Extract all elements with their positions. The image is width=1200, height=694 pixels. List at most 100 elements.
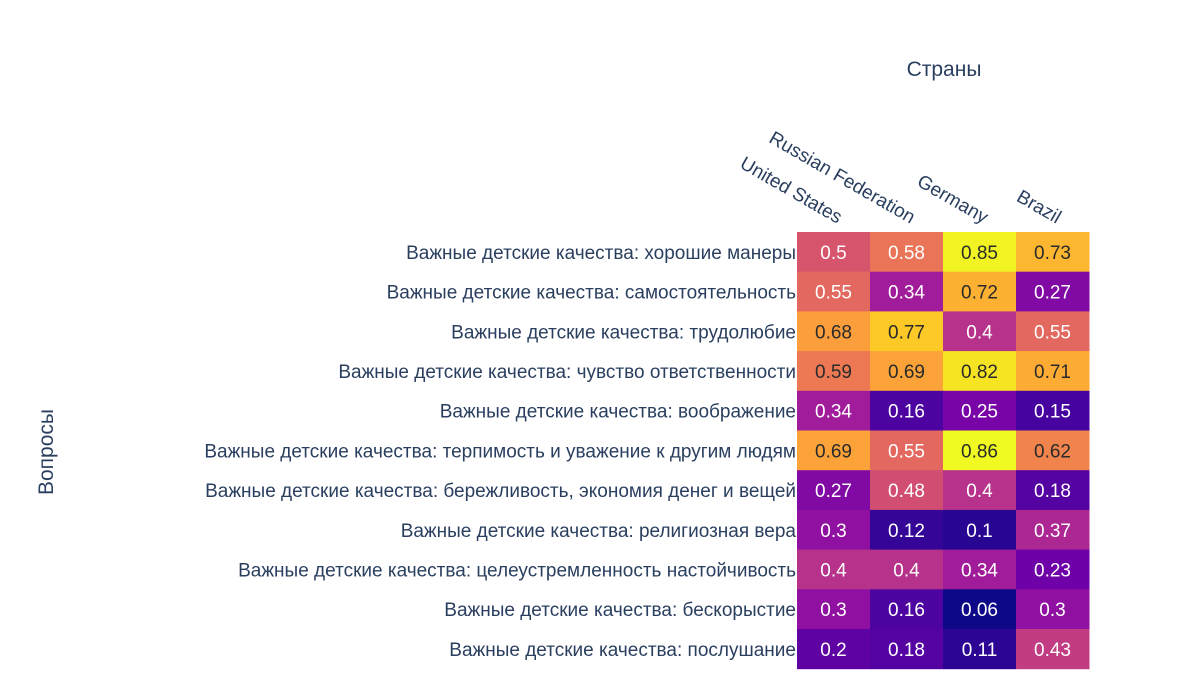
heatmap-cell bbox=[870, 509, 944, 551]
heatmap-cell bbox=[1016, 470, 1090, 511]
cell-value-label: 0.59 bbox=[815, 362, 852, 383]
heatmap-cell bbox=[797, 430, 871, 471]
heatmap-cell bbox=[1016, 549, 1090, 590]
cell-value-label: 0.4 bbox=[893, 560, 920, 581]
heatmap-cell bbox=[1016, 232, 1090, 273]
heatmap-cell bbox=[870, 271, 944, 312]
heatmap-cell bbox=[943, 430, 1017, 471]
y-tick-label: Важные детские качества: хорошие манеры bbox=[406, 243, 796, 264]
y-axis-ticks: Важные детские качества: хорошие манеры В… bbox=[204, 243, 796, 661]
heatmap-cell bbox=[797, 589, 871, 630]
heatmap-cells bbox=[797, 232, 1090, 670]
cell-value-label: 0.85 bbox=[961, 243, 998, 264]
cell-value-label: 0.18 bbox=[888, 640, 925, 661]
x-tick-label: Germany bbox=[913, 171, 992, 229]
y-tick-label: Важные детские качества: чувство ответст… bbox=[338, 362, 796, 383]
cell-value-label: 0.16 bbox=[888, 402, 925, 423]
cell-value-label: 0.55 bbox=[815, 283, 852, 304]
y-tick-label: Важные детские качества: бережливость, э… bbox=[205, 481, 796, 502]
heatmap-cell bbox=[1016, 311, 1090, 352]
heatmap-cell bbox=[870, 430, 944, 471]
y-tick-label: Важные детские качества: религиозная вер… bbox=[401, 521, 797, 542]
heatmap-cell bbox=[943, 589, 1017, 630]
heatmap-cell-labels: 0.5 0.58 0.85 0.73 0.55 0.34 0.72 0.27 0.68 0.77 0… bbox=[815, 243, 1071, 661]
y-tick-label: Важные детские качества: терпимость и ув… bbox=[204, 441, 796, 462]
cell-value-label: 0.55 bbox=[1034, 322, 1071, 343]
cell-value-label: 0.5 bbox=[820, 243, 846, 264]
y-tick-label: Важные детские качества: целеустремленно… bbox=[238, 560, 796, 581]
cell-value-label: 0.18 bbox=[1034, 481, 1071, 502]
heatmap-cell bbox=[943, 232, 1017, 273]
heatmap-cell bbox=[1016, 351, 1090, 392]
cell-value-label: 0.82 bbox=[961, 362, 998, 383]
y-tick-label: Важные детские качества: трудолюбие bbox=[451, 322, 796, 343]
heatmap-cell bbox=[797, 232, 871, 273]
cell-value-label: 0.73 bbox=[1034, 243, 1071, 264]
cell-value-label: 0.06 bbox=[961, 600, 998, 621]
heatmap-cell bbox=[870, 549, 944, 590]
heatmap-cell bbox=[797, 509, 871, 551]
heatmap-cell bbox=[943, 509, 1017, 551]
cell-value-label: 0.69 bbox=[815, 441, 852, 462]
heatmap-cell bbox=[943, 351, 1017, 392]
cell-value-label: 0.3 bbox=[1039, 600, 1065, 621]
heatmap-cell bbox=[797, 271, 871, 312]
cell-value-label: 0.3 bbox=[820, 600, 846, 621]
cell-value-label: 0.68 bbox=[815, 322, 852, 343]
y-tick-label: Важные детские качества: самостоятельнос… bbox=[387, 283, 796, 304]
x-axis-title: Страны bbox=[907, 58, 982, 81]
cell-value-label: 0.4 bbox=[820, 560, 847, 581]
cell-value-label: 0.27 bbox=[1034, 283, 1071, 304]
cell-value-label: 0.72 bbox=[961, 283, 998, 304]
cell-value-label: 0.71 bbox=[1034, 362, 1071, 383]
cell-value-label: 0.15 bbox=[1034, 402, 1071, 423]
cell-value-label: 0.55 bbox=[888, 441, 925, 462]
cell-value-label: 0.34 bbox=[815, 402, 852, 423]
heatmap-cell bbox=[797, 629, 871, 670]
heatmap-cell bbox=[797, 351, 871, 392]
heatmap-cell bbox=[943, 629, 1017, 670]
y-tick-label: Важные детские качества: воображение bbox=[440, 402, 796, 423]
cell-value-label: 0.16 bbox=[888, 600, 925, 621]
cell-value-label: 0.58 bbox=[888, 243, 925, 264]
heatmap-cell bbox=[1016, 271, 1090, 312]
cell-value-label: 0.25 bbox=[961, 402, 998, 423]
heatmap-cell bbox=[797, 470, 871, 511]
heatmap-cell bbox=[870, 589, 944, 630]
cell-value-label: 0.43 bbox=[1034, 640, 1071, 661]
cell-value-label: 0.48 bbox=[888, 481, 925, 502]
y-axis-title: Вопросы bbox=[35, 409, 58, 495]
cell-value-label: 0.4 bbox=[966, 322, 993, 343]
x-tick-label: Brazil bbox=[1013, 186, 1065, 228]
cell-value-label: 0.23 bbox=[1034, 560, 1071, 581]
cell-value-label: 0.34 bbox=[961, 560, 998, 581]
heatmap-cell bbox=[870, 232, 944, 273]
cell-value-label: 0.27 bbox=[815, 481, 852, 502]
heatmap-cell bbox=[943, 470, 1017, 511]
cell-value-label: 0.69 bbox=[888, 362, 925, 383]
cell-value-label: 0.1 bbox=[966, 521, 992, 542]
heatmap-cell bbox=[1016, 589, 1090, 630]
heatmap-cell bbox=[943, 311, 1017, 352]
heatmap-cell bbox=[870, 629, 944, 670]
heatmap-cell bbox=[797, 311, 871, 352]
heatmap-cell bbox=[943, 271, 1017, 312]
cell-value-label: 0.3 bbox=[820, 521, 846, 542]
heatmap-cell bbox=[870, 351, 944, 392]
y-tick-label: Важные детские качества: послушание bbox=[449, 640, 796, 661]
cell-value-label: 0.34 bbox=[888, 283, 925, 304]
heatmap-cell bbox=[1016, 509, 1090, 551]
cell-value-label: 0.12 bbox=[888, 521, 925, 542]
heatmap-cell bbox=[870, 311, 944, 352]
cell-value-label: 0.62 bbox=[1034, 441, 1071, 462]
cell-value-label: 0.11 bbox=[962, 640, 998, 661]
cell-value-label: 0.37 bbox=[1034, 521, 1071, 542]
heatmap-cell bbox=[1016, 430, 1090, 471]
heatmap-cell bbox=[943, 390, 1017, 431]
heatmap-cell bbox=[1016, 390, 1090, 431]
y-tick-label: Важные детские качества: бескорыстие bbox=[444, 600, 796, 621]
heatmap-cell bbox=[797, 390, 871, 431]
cell-value-label: 0.4 bbox=[966, 481, 993, 502]
